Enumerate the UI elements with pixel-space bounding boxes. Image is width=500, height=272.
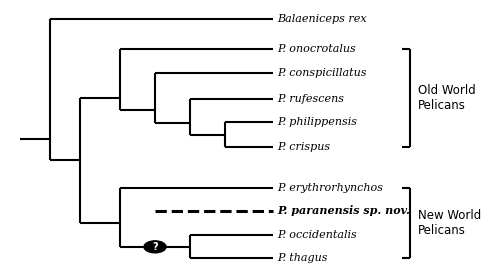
Text: P. conspicillatus: P. conspicillatus xyxy=(278,69,367,78)
Text: ?: ? xyxy=(152,242,158,252)
Text: P. onocrotalus: P. onocrotalus xyxy=(278,44,356,54)
Text: Balaeniceps rex: Balaeniceps rex xyxy=(278,14,367,24)
Text: P. occidentalis: P. occidentalis xyxy=(278,230,357,240)
Text: Old World
Pelicans: Old World Pelicans xyxy=(418,84,475,112)
Text: P. crispus: P. crispus xyxy=(278,142,330,152)
Text: P. rufescens: P. rufescens xyxy=(278,94,344,104)
Text: P. paranensis sp. nov.: P. paranensis sp. nov. xyxy=(278,205,410,216)
Text: P. philippensis: P. philippensis xyxy=(278,118,357,127)
Text: P. erythrorhynchos: P. erythrorhynchos xyxy=(278,183,384,193)
Text: New World
Pelicans: New World Pelicans xyxy=(418,209,481,237)
Circle shape xyxy=(144,241,166,253)
Text: P. thagus: P. thagus xyxy=(278,254,328,263)
